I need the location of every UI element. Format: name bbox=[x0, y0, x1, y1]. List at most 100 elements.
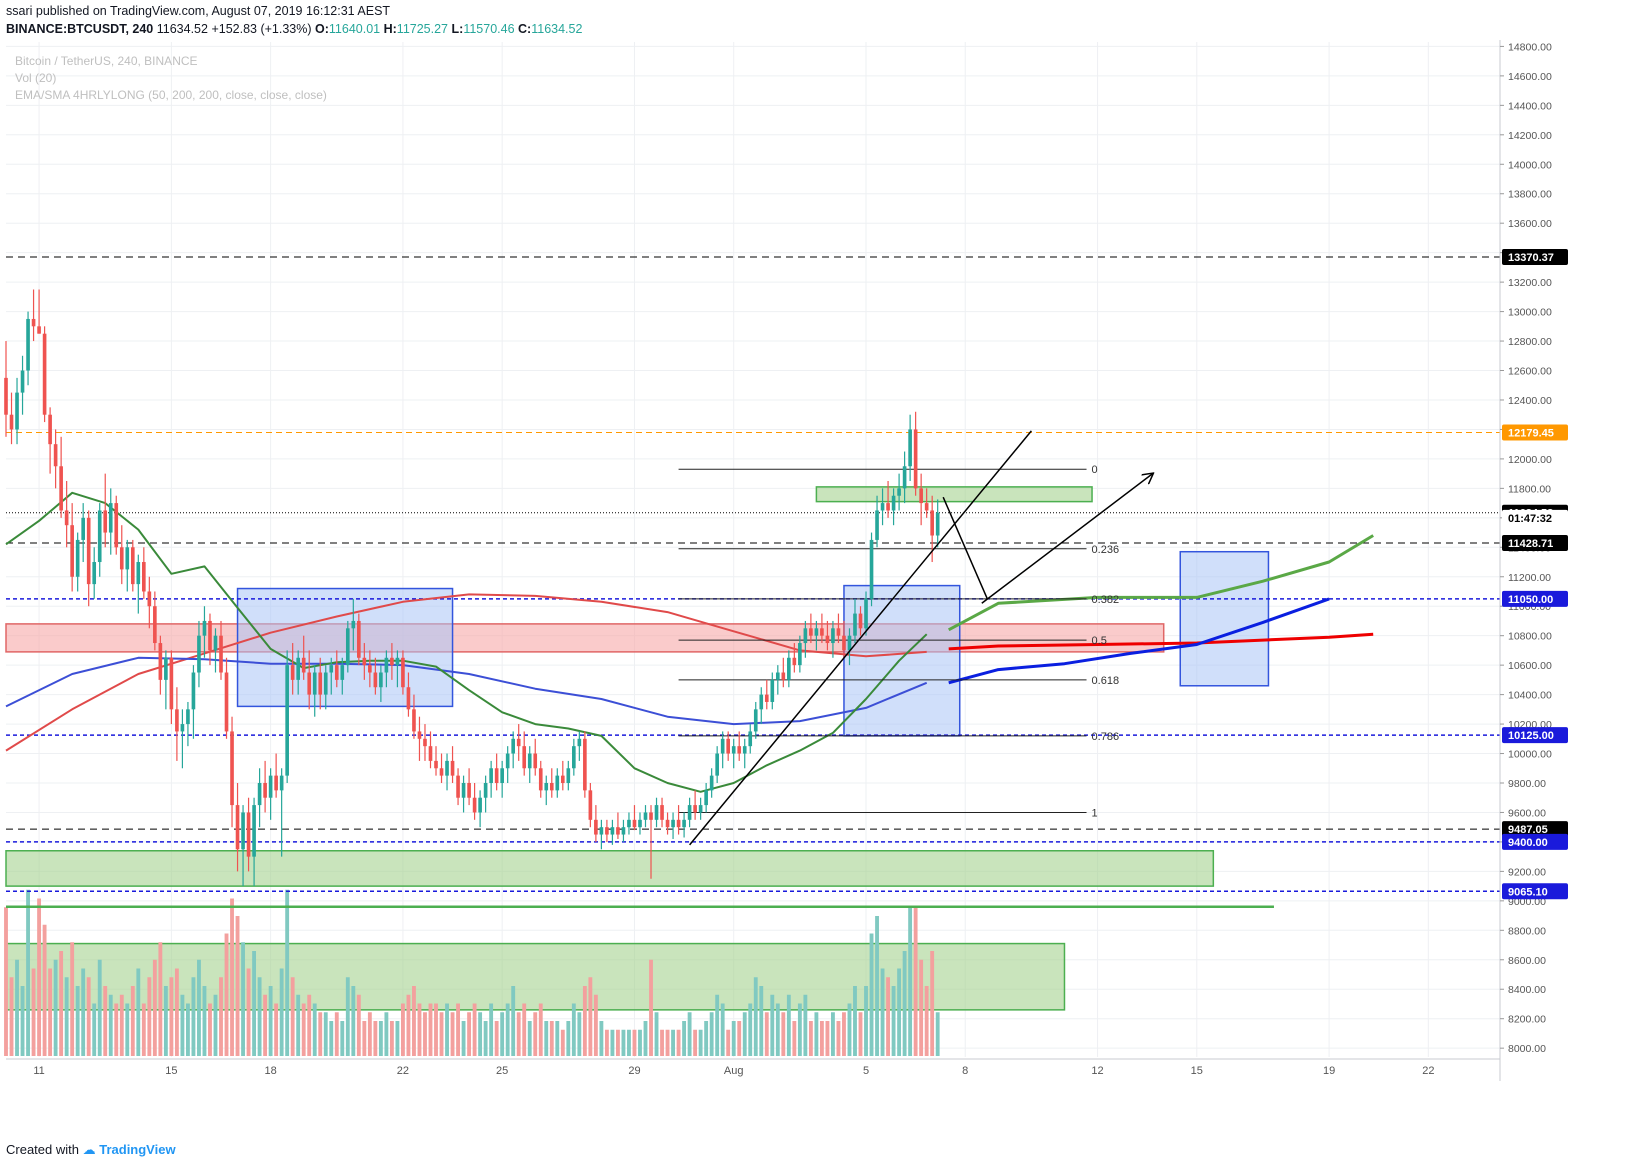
candle-body bbox=[301, 657, 306, 673]
volume-bar bbox=[632, 1029, 637, 1056]
candle-body bbox=[709, 775, 714, 791]
volume-bar bbox=[340, 1021, 345, 1056]
volume-bar bbox=[180, 994, 185, 1056]
zone-green bbox=[5, 850, 1215, 887]
candle-body bbox=[461, 782, 466, 798]
candle-body bbox=[770, 679, 775, 702]
candle-body bbox=[930, 510, 934, 536]
candle-body bbox=[891, 495, 896, 511]
volume-bar bbox=[698, 1029, 703, 1056]
volume-bar bbox=[704, 1021, 709, 1056]
volume-bar bbox=[439, 1012, 444, 1056]
candle-body bbox=[704, 790, 708, 806]
candle-body bbox=[290, 665, 295, 680]
volume-bar bbox=[676, 1029, 681, 1056]
candle-body bbox=[792, 657, 797, 666]
candle-body bbox=[158, 643, 163, 680]
volume-bar bbox=[924, 986, 929, 1056]
candle-body bbox=[676, 819, 681, 828]
candle-body bbox=[345, 628, 350, 666]
candle-body bbox=[219, 635, 223, 673]
volume-bar bbox=[880, 968, 885, 1056]
candle-body bbox=[693, 805, 697, 813]
volume-bar bbox=[891, 986, 896, 1056]
price-tick-label: 9200.00 bbox=[1508, 866, 1546, 878]
price-label-box bbox=[1502, 821, 1568, 838]
volume-bar bbox=[571, 1003, 576, 1056]
price-label: 10125.00 bbox=[1508, 730, 1554, 742]
change-value: +152.83 (+1.33%) bbox=[211, 22, 312, 36]
candle-body bbox=[638, 819, 642, 828]
volume-bars bbox=[4, 889, 940, 1056]
candle-body bbox=[759, 694, 764, 710]
candle-body bbox=[798, 643, 802, 666]
candle-body bbox=[406, 687, 411, 710]
volume-bar bbox=[897, 968, 902, 1056]
candle-body bbox=[544, 782, 549, 791]
price-label: 11050.00 bbox=[1508, 594, 1553, 606]
candle-body bbox=[180, 724, 185, 732]
candle-body bbox=[687, 805, 692, 820]
candle-body bbox=[605, 827, 609, 835]
candle-body bbox=[583, 738, 587, 791]
volume-bar bbox=[70, 942, 75, 1056]
volume-bar bbox=[560, 1029, 565, 1056]
candle-body bbox=[312, 672, 317, 695]
volume-bar bbox=[682, 1021, 687, 1056]
price-tick-label: 10600.00 bbox=[1508, 660, 1552, 672]
volume-bar bbox=[489, 1003, 494, 1056]
candle-body bbox=[274, 775, 278, 791]
zone-blue bbox=[1179, 550, 1270, 687]
symbol-label: BINANCE:BTCUSDT, 240 bbox=[6, 22, 154, 36]
volume-bar bbox=[152, 959, 157, 1056]
volume-bar bbox=[621, 1029, 626, 1056]
footer-brand[interactable]: TradingView bbox=[99, 1142, 176, 1157]
volume-bar bbox=[412, 986, 416, 1056]
fib-level-label: 0.786 bbox=[1092, 731, 1120, 743]
volume-bar bbox=[274, 1003, 279, 1056]
volume-bar bbox=[136, 968, 141, 1056]
trendline bbox=[942, 496, 988, 600]
candle-body bbox=[412, 709, 416, 732]
candle-body bbox=[566, 768, 571, 783]
volume-bar bbox=[373, 1021, 378, 1056]
volume-bar bbox=[323, 1012, 328, 1056]
close-label: C: bbox=[518, 22, 532, 36]
candle-body bbox=[775, 672, 780, 680]
volume-bar bbox=[478, 1012, 483, 1056]
projection-green bbox=[947, 534, 1374, 632]
time-tick-label: Aug bbox=[724, 1065, 744, 1077]
candle-body bbox=[428, 746, 433, 761]
candle-body bbox=[434, 760, 438, 769]
candle-body bbox=[368, 665, 372, 673]
candle-body bbox=[20, 370, 25, 393]
price-chart[interactable]: 0 0.236 0.382 0.5 0.618 0.786 1 8000.00 8200.00… bbox=[0, 0, 1638, 1140]
volume-bar bbox=[163, 986, 168, 1056]
candle-body bbox=[268, 775, 273, 798]
candle-body bbox=[516, 738, 521, 747]
footer: Created with ☁ TradingView bbox=[6, 1142, 176, 1158]
price-tick-label: 9800.00 bbox=[1508, 778, 1546, 790]
volume-bar bbox=[610, 1029, 615, 1056]
high-label: H: bbox=[383, 22, 397, 36]
volume-bar bbox=[285, 889, 290, 1056]
candle-body bbox=[555, 775, 560, 791]
time-tick-label: 15 bbox=[165, 1065, 177, 1077]
volume-bar bbox=[886, 977, 890, 1056]
volume-bar bbox=[775, 1003, 780, 1056]
time-tick-label: 8 bbox=[962, 1065, 968, 1077]
candle-body bbox=[472, 797, 477, 813]
price-label: 12179.45 bbox=[1508, 427, 1554, 439]
volume-bar bbox=[378, 1021, 383, 1056]
open-value: 11640.01 bbox=[328, 22, 381, 36]
candle-body bbox=[450, 760, 455, 776]
volume-bar bbox=[665, 1029, 670, 1056]
volume-bar bbox=[20, 986, 25, 1056]
volume-bar bbox=[318, 1012, 323, 1056]
volume-bar bbox=[219, 977, 223, 1056]
time-tick-label: 19 bbox=[1323, 1065, 1335, 1077]
volume-bar bbox=[37, 898, 42, 1056]
zone-green bbox=[815, 486, 1093, 503]
candle-body bbox=[401, 657, 405, 688]
volume-bar bbox=[64, 977, 69, 1056]
